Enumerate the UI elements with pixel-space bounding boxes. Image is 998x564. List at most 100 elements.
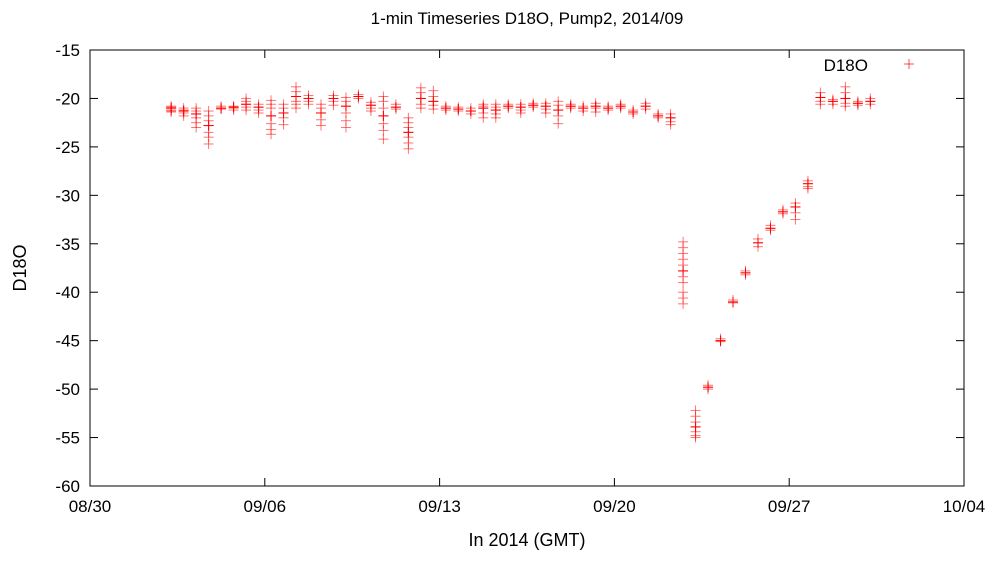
data-point-core: [353, 91, 364, 102]
y-tick-label: -35: [55, 235, 80, 254]
legend-label: D18O: [824, 56, 868, 75]
data-point-core: [166, 103, 177, 114]
data-point-core: [590, 101, 601, 112]
data-point: [690, 432, 701, 443]
data-point: [340, 122, 351, 133]
data-point-core: [715, 335, 726, 346]
y-tick-label: -55: [55, 429, 80, 448]
data-series-d18o: [166, 81, 876, 443]
data-point-core: [253, 102, 264, 113]
data-point-core: [216, 103, 227, 114]
y-tick-label: -40: [55, 283, 80, 302]
data-point-core: [678, 265, 689, 276]
x-axis-label: In 2014 (GMT): [468, 530, 585, 550]
data-point-core: [852, 98, 863, 109]
data-point-core: [540, 101, 551, 112]
data-point: [678, 277, 689, 288]
data-point-core: [465, 106, 476, 117]
data-point-core: [478, 103, 489, 114]
data-point-core: [241, 99, 252, 110]
y-axis-label: D18O: [10, 244, 30, 291]
data-point-core: [390, 102, 401, 113]
legend-plus-marker: [904, 59, 914, 69]
data-point: [266, 129, 277, 140]
data-point-core: [703, 382, 714, 393]
data-point: [203, 138, 214, 149]
data-point-core: [403, 127, 414, 138]
y-tick-label: -45: [55, 332, 80, 351]
data-point-core: [178, 106, 189, 117]
y-tick-label: -30: [55, 186, 80, 205]
data-point: [790, 214, 801, 225]
x-tick-label: 09/13: [418, 497, 461, 516]
data-point: [291, 103, 302, 114]
data-point-core: [827, 96, 838, 107]
data-point-core: [453, 104, 464, 115]
data-point-core: [690, 421, 701, 432]
data-point-core: [565, 101, 576, 112]
data-point-core: [278, 107, 289, 118]
x-tick-label: 10/04: [943, 497, 986, 516]
data-point-core: [665, 112, 676, 123]
data-point-core: [603, 103, 614, 114]
y-tick-label: -25: [55, 138, 80, 157]
data-point: [403, 143, 414, 154]
data-point-core: [328, 93, 339, 104]
data-point: [553, 118, 564, 129]
plot-frame: [89, 49, 965, 487]
data-point-core: [228, 102, 239, 113]
y-tick-label: -50: [55, 380, 80, 399]
data-point: [415, 103, 426, 114]
x-axis: 08/30 09/06 09/13 09/20 09/27 10/04: [69, 50, 986, 516]
y-tick-label: -15: [55, 41, 80, 60]
x-tick-label: 09/20: [593, 497, 636, 516]
x-tick-label: 08/30: [69, 497, 112, 516]
data-point-core: [291, 91, 302, 102]
data-point-core: [340, 101, 351, 112]
data-point-core: [203, 120, 214, 131]
data-point: [378, 125, 389, 136]
data-point-core: [191, 108, 202, 119]
data-point-core: [815, 92, 826, 103]
legend: D18O: [824, 56, 914, 75]
data-point-core: [553, 105, 564, 116]
data-point-core: [865, 96, 876, 107]
data-point-core: [765, 223, 776, 234]
data-point-core: [740, 267, 751, 278]
data-point-core: [315, 107, 326, 118]
data-point-core: [728, 296, 739, 307]
data-point-core: [752, 237, 763, 248]
data-point: [478, 112, 489, 123]
x-tick-label: 09/06: [244, 497, 287, 516]
data-point: [278, 119, 289, 130]
data-point-core: [266, 110, 277, 121]
data-point-core: [840, 93, 851, 104]
data-point-core: [528, 100, 539, 111]
data-point-core: [653, 110, 664, 121]
chart-title: 1-min Timeseries D18O, Pump2, 2014/09: [371, 9, 684, 28]
data-point-core: [490, 105, 501, 116]
y-axis: -15 -20 -25 -30 -35 -40 -45 -50 -55 -60: [55, 41, 964, 496]
data-point-core: [515, 102, 526, 113]
x-tick-label: 09/27: [768, 497, 811, 516]
data-point: [191, 122, 202, 133]
data-point-core: [440, 103, 451, 114]
data-point-core: [303, 93, 314, 104]
legend-marker-icon: [904, 59, 914, 69]
data-point: [315, 120, 326, 131]
data-point-core: [578, 103, 589, 114]
y-tick-label: -20: [55, 89, 80, 108]
data-point-core: [428, 96, 439, 107]
data-point-core: [628, 107, 639, 118]
data-point: [378, 134, 389, 145]
data-point-core: [378, 110, 389, 121]
data-point-core: [777, 206, 788, 217]
y-tick-label: -60: [55, 477, 80, 496]
data-point-core: [365, 100, 376, 111]
data-point-core: [615, 101, 626, 112]
data-point-core: [415, 93, 426, 104]
data-point-core: [640, 101, 651, 112]
data-point-core: [790, 201, 801, 212]
